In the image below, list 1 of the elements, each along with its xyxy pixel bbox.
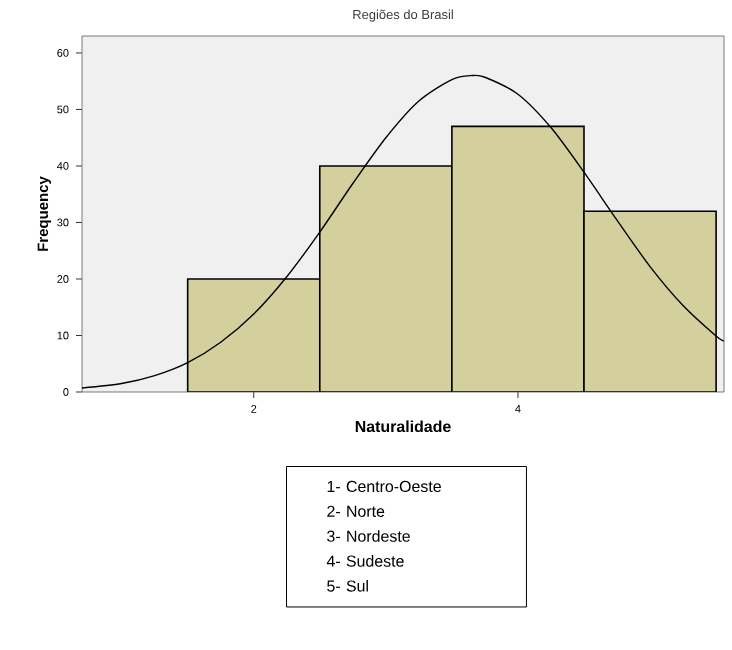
line-series <box>82 74 725 389</box>
